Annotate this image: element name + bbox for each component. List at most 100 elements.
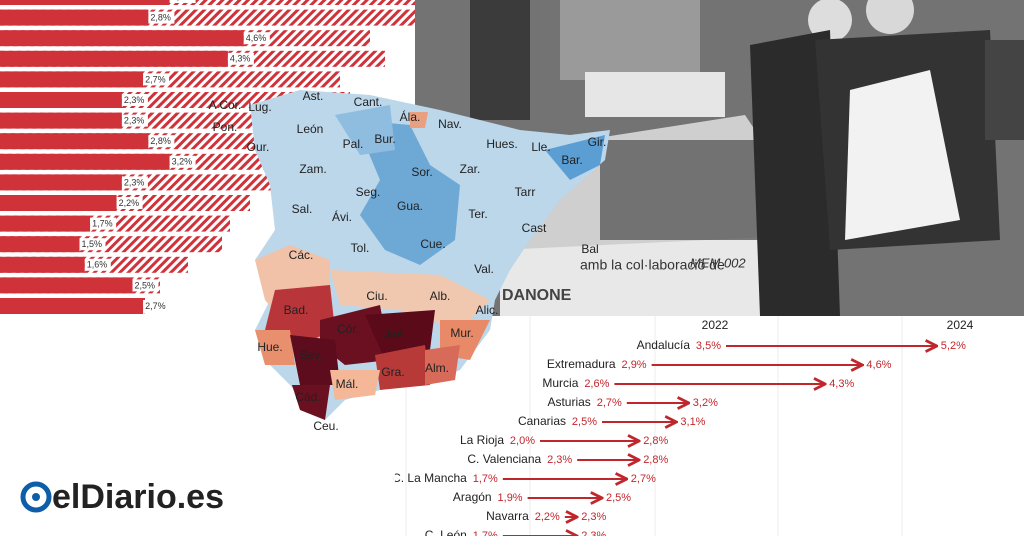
bar-label-bg	[148, 135, 175, 148]
province-label: Lle.	[531, 140, 550, 154]
bar-label: 3,2%	[172, 157, 193, 167]
region: Asturias	[547, 395, 590, 409]
value-start: 2,7%	[597, 397, 622, 409]
province-label: León	[297, 122, 324, 136]
bar-label: 2,8%	[150, 136, 171, 146]
bar	[0, 9, 149, 26]
bar-label: 2,3%	[124, 95, 145, 105]
bar-label-bg	[79, 238, 106, 251]
bar	[0, 236, 80, 253]
map: Cant. Ála. Nav. Ast. Lug. A Cor. Pon. Our. León P…	[209, 89, 610, 433]
bar-label: 2,7%	[145, 74, 166, 84]
value-start: 1,7%	[473, 473, 498, 485]
province-label: Bar.	[561, 153, 582, 167]
bar-label-bg	[243, 32, 270, 45]
bar-label-bg	[148, 11, 175, 24]
bar-label: 2,7%	[145, 301, 166, 311]
bar	[0, 50, 228, 67]
province-label: Jaé.	[384, 327, 407, 341]
value-end: 4,3%	[829, 378, 854, 390]
province-label: Bal	[581, 242, 598, 256]
bar	[0, 92, 122, 108]
region: Extremadura	[547, 357, 616, 371]
province-label: Mur.	[450, 326, 473, 340]
province-label: Các.	[289, 248, 314, 262]
handwriting: MEM 002	[690, 255, 746, 270]
province-label: Cant.	[354, 95, 383, 109]
province-label: Zam.	[299, 162, 326, 176]
value-start: 1,7%	[473, 530, 498, 536]
region: C. Valenciana	[467, 452, 541, 466]
bar-label-bg	[143, 73, 170, 86]
province-label: Cád.	[295, 390, 320, 404]
bar-label-bg	[169, 155, 196, 168]
logo: elDiario.es	[0, 460, 395, 536]
bar-label-bg	[84, 258, 111, 271]
header: 2022	[702, 318, 729, 332]
province-label: Pon.	[213, 120, 238, 134]
province-label: Lug.	[248, 100, 271, 114]
region: Canarias	[518, 414, 566, 428]
value-end: 2,3%	[581, 530, 606, 536]
region: Aragón	[453, 490, 492, 504]
bar-label-bg	[121, 94, 148, 106]
value-start: 2,2%	[535, 511, 560, 523]
bar	[0, 298, 144, 314]
bar-label: 1,7%	[92, 218, 113, 228]
bar	[0, 174, 122, 191]
province-label: Seg.	[356, 185, 381, 199]
province-label: Ciu.	[366, 289, 387, 303]
brand: DANONE	[502, 287, 572, 304]
province-label: Sev.	[299, 348, 322, 362]
bar	[0, 277, 133, 294]
bar-label: 1,5%	[82, 239, 103, 249]
box-text: amb la col·laboració de	[580, 257, 725, 273]
region: Navarra	[486, 509, 529, 523]
province-label: Zar.	[460, 162, 481, 176]
region: C. La Mancha	[392, 471, 467, 485]
bar-label-bg	[121, 114, 148, 127]
bar-label-bg	[227, 52, 254, 65]
bar	[0, 112, 122, 129]
bar-label-bg	[90, 217, 117, 230]
bar-label-bg	[132, 279, 159, 292]
region: C. León	[425, 528, 467, 536]
value-end: 2,8%	[643, 435, 668, 447]
province-label: Alm.	[425, 361, 449, 375]
photo: amb la col·laboració de DANONE MEM 002	[415, 0, 1024, 316]
bar	[0, 195, 117, 211]
value-start: 3,5%	[696, 340, 721, 352]
bar	[0, 153, 170, 170]
value-start: 2,9%	[622, 359, 647, 371]
value-end: 2,8%	[643, 454, 668, 466]
bar-label: 2,3%	[124, 177, 145, 187]
value-start: 2,6%	[584, 378, 609, 390]
header: 2024	[947, 318, 974, 332]
province-label: Sal.	[292, 202, 313, 216]
logo-text: elDiario.es	[52, 478, 224, 516]
province-label: A Cor.	[209, 98, 242, 112]
province-label: Our.	[247, 140, 270, 154]
value-start: 2,3%	[547, 454, 572, 466]
region: La Rioja	[460, 433, 504, 447]
province-label: Pal.	[343, 137, 364, 151]
province-label: Ála.	[400, 109, 421, 124]
region: Andalucía	[637, 338, 691, 352]
province-label: Bur.	[374, 132, 395, 146]
value-start: 1,9%	[498, 492, 523, 504]
bar-label-bg	[116, 197, 143, 209]
province-label: Gir.	[588, 135, 607, 149]
bar-label-bg	[121, 176, 148, 189]
province-label: Alic.	[476, 303, 499, 317]
value-end: 2,3%	[581, 511, 606, 523]
value-end: 2,5%	[606, 492, 631, 504]
value-end: 3,1%	[680, 416, 705, 428]
province-label: Tol.	[351, 241, 370, 255]
value-end: 4,6%	[866, 359, 891, 371]
bar	[0, 0, 170, 5]
province-label: Hues.	[486, 137, 517, 151]
province-label: Nav.	[438, 117, 462, 131]
province-label: Cast	[522, 221, 547, 235]
bar	[0, 215, 91, 232]
